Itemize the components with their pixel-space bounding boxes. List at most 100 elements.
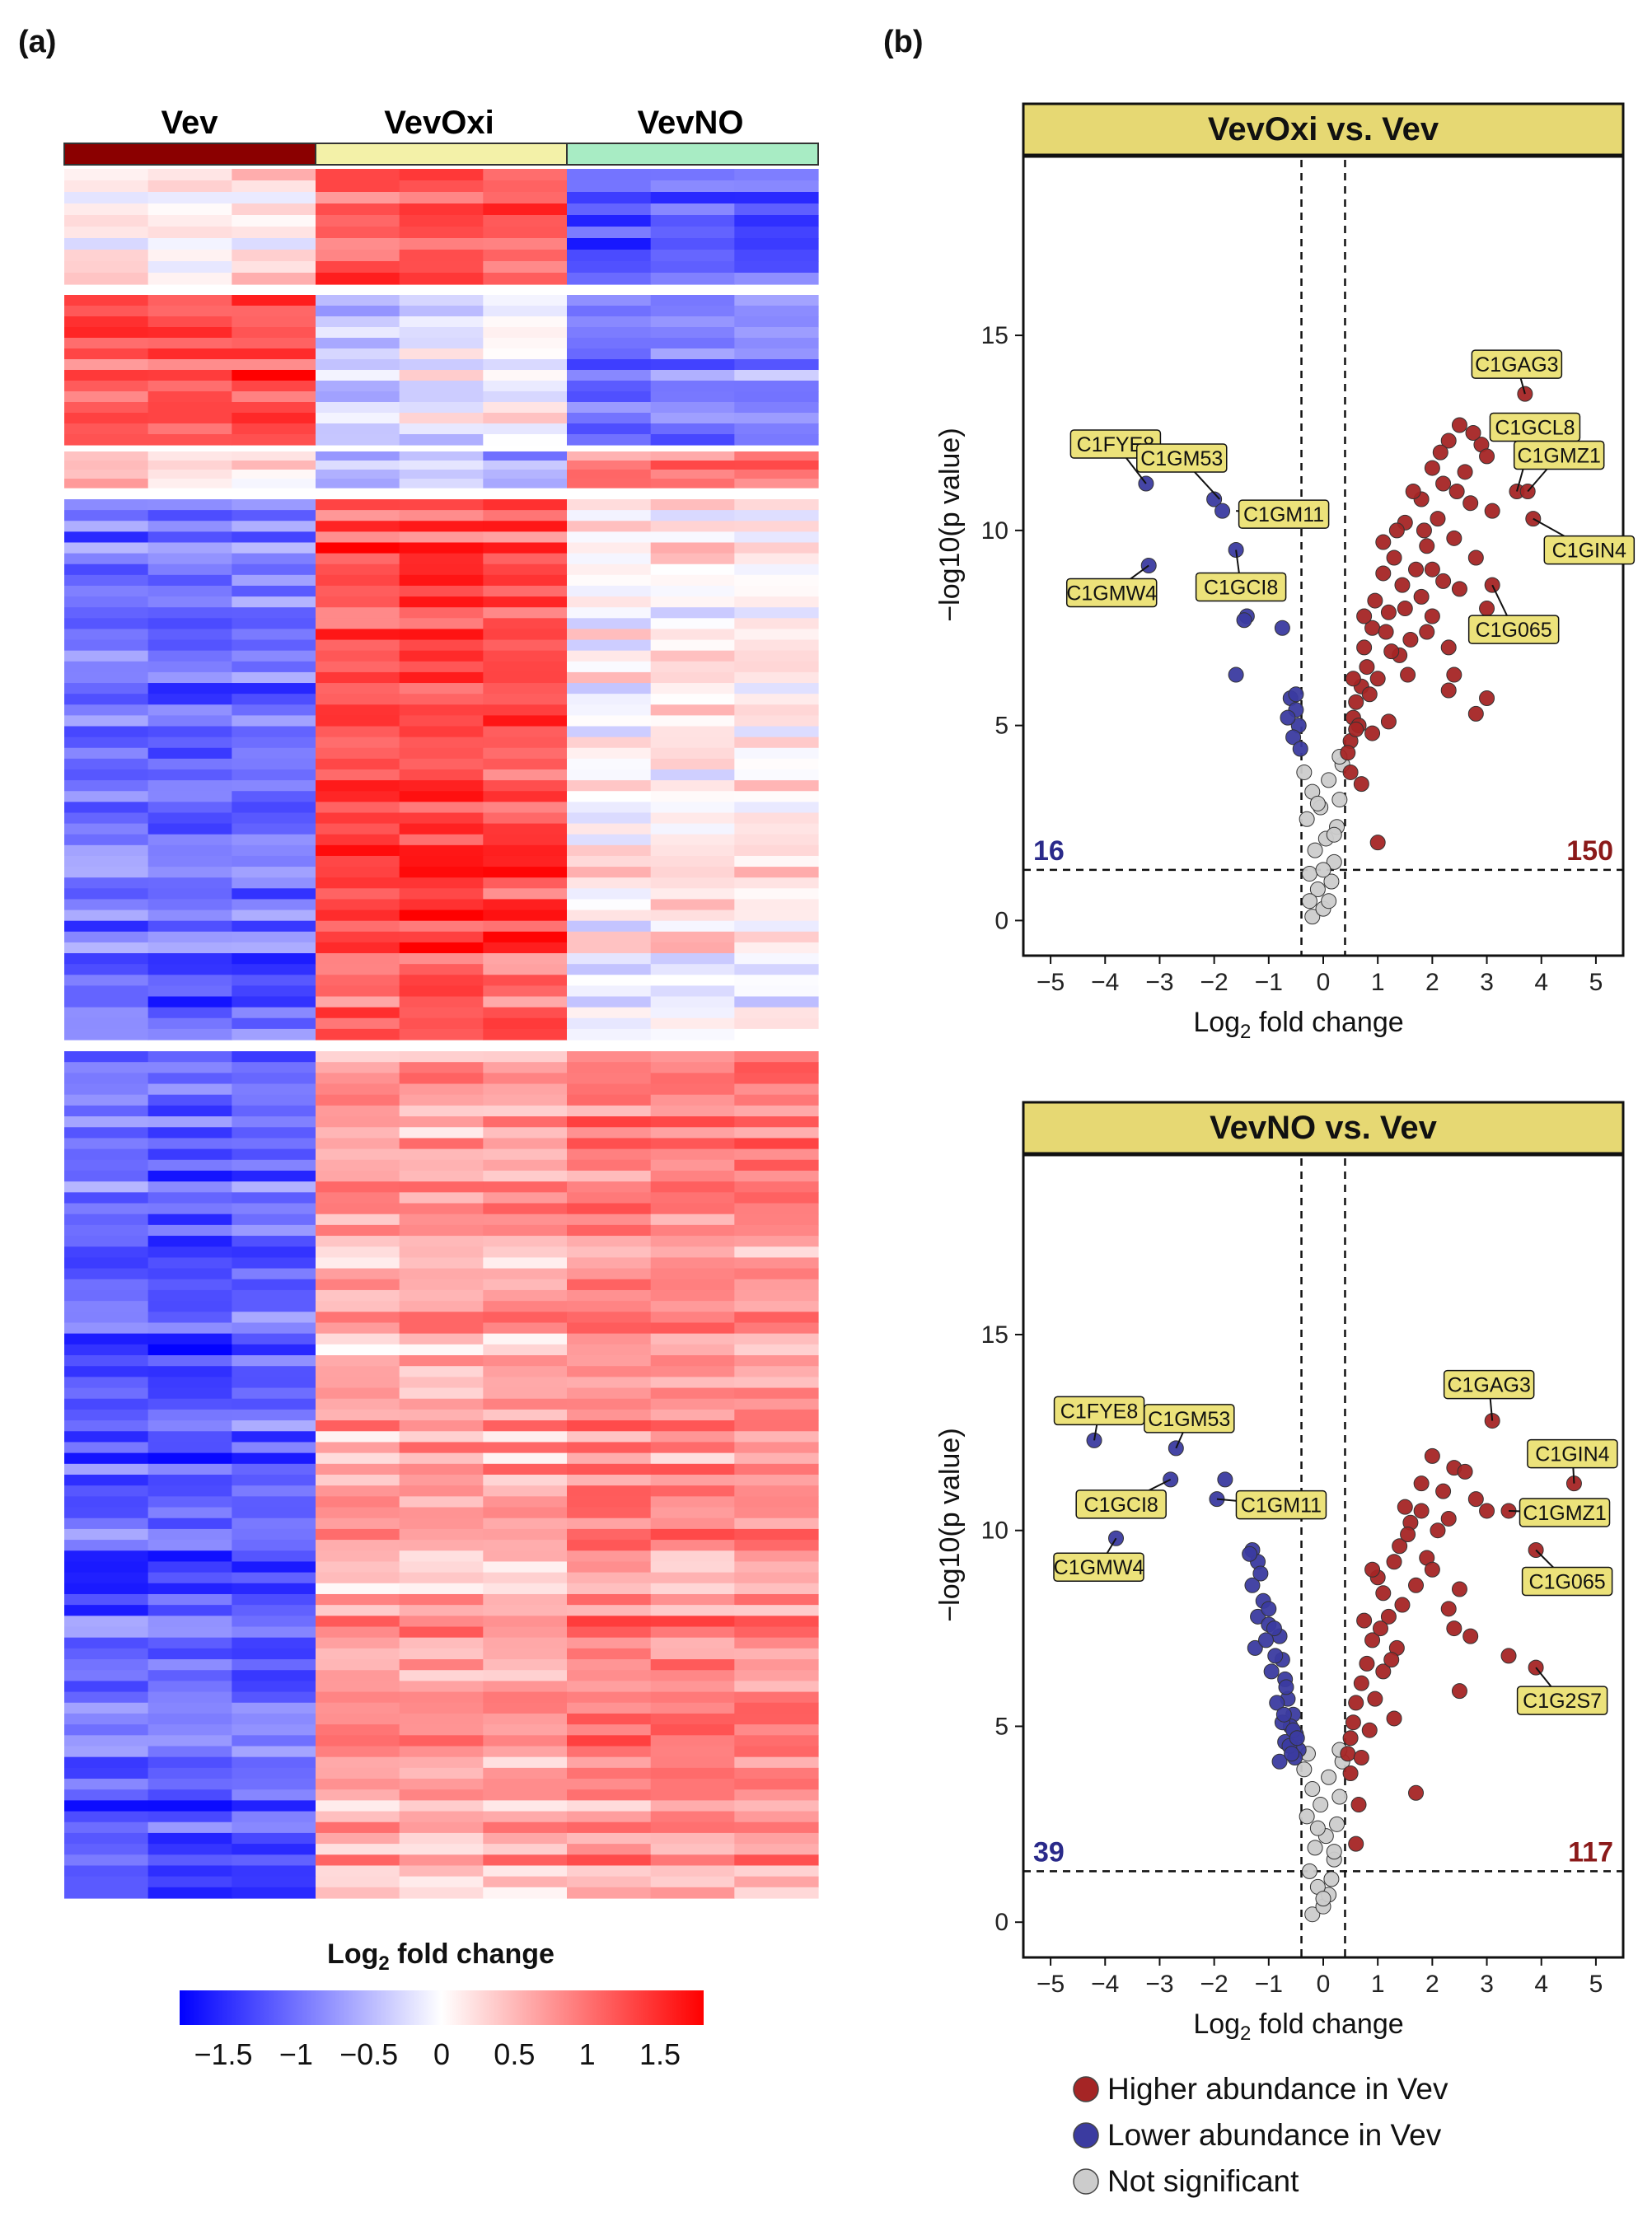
heatmap-cell (483, 1181, 568, 1193)
heatmap-cell (399, 461, 484, 470)
heatmap-cell (64, 1094, 149, 1106)
heatmap-cell (316, 1236, 400, 1247)
heatmap-cell (567, 769, 652, 781)
heatmap-cell (734, 661, 819, 673)
heatmap-cell (64, 1659, 149, 1671)
point-higher (1479, 448, 1495, 465)
x-tick-label: 1 (1371, 1971, 1385, 1998)
heatmap-cell (316, 470, 400, 479)
point-higher (1509, 484, 1525, 499)
heatmap-cell (650, 1224, 735, 1237)
heatmap-cell (316, 1214, 400, 1226)
heatmap-cell (232, 1355, 316, 1367)
heatmap-cell (316, 434, 400, 446)
callout-box (1144, 1404, 1235, 1433)
heatmap-cell (399, 910, 484, 922)
heatmap-cell (147, 1442, 232, 1454)
point-higher (1424, 561, 1440, 578)
heatmap-cell (316, 1127, 400, 1139)
heatmap-cell (64, 1691, 149, 1704)
heatmap-cell (399, 1181, 484, 1193)
heatmap-cell (483, 769, 568, 781)
heatmap-cell (483, 1648, 568, 1660)
heatmap-cell (147, 553, 232, 565)
heatmap-cell (483, 542, 568, 554)
heatmap-cell (483, 1431, 568, 1443)
point-higher (1440, 1601, 1457, 1617)
heatmap-cell (399, 1431, 484, 1443)
heatmap-cell (734, 996, 819, 1008)
heatmap-cell (316, 1463, 400, 1475)
point-higher (1367, 592, 1383, 609)
heatmap-cell (650, 1528, 735, 1541)
heatmap-cell (147, 1475, 232, 1486)
point-not-significant (1331, 1789, 1348, 1805)
heatmap-cell (567, 1083, 652, 1096)
x-tick-label: −5 (1037, 1971, 1065, 1998)
heatmap-cell (316, 1681, 400, 1693)
heatmap-cell (650, 499, 735, 511)
heatmap-cell (232, 1724, 316, 1736)
heatmap-cell (567, 1681, 652, 1693)
heatmap-cell (399, 1105, 484, 1117)
heatmap-cell (232, 1138, 316, 1150)
heatmap-cell (232, 1767, 316, 1779)
point-higher (1484, 1413, 1500, 1429)
heatmap-cell (483, 1322, 568, 1335)
facet-strip (1022, 102, 1625, 157)
heatmap-cell (483, 964, 568, 975)
heatmap-cell (316, 910, 400, 922)
group-bar-vevoxi (315, 143, 568, 166)
heatmap-cell (734, 227, 819, 239)
heatmap-cell (147, 1605, 232, 1616)
heatmap-cell (734, 650, 819, 662)
heatmap-cell (650, 1735, 735, 1747)
heatmap-cell (232, 370, 316, 381)
heatmap-cell (734, 1246, 819, 1259)
heatmap-cell (64, 855, 149, 867)
heatmap-cell (316, 402, 400, 414)
heatmap-cell (232, 1387, 316, 1400)
callout-label: C1GM11 (1243, 503, 1324, 526)
heatmap-cell (650, 1702, 735, 1714)
heatmap-cell (147, 1550, 232, 1563)
heatmap-cell (316, 964, 400, 975)
heatmap-cell (64, 215, 149, 227)
heatmap-cell (483, 1518, 568, 1530)
heatmap-cell (147, 1355, 232, 1367)
point-higher (1565, 1475, 1582, 1492)
point-higher (1375, 565, 1392, 582)
heatmap-cell (232, 215, 316, 227)
point-higher (1375, 534, 1392, 550)
callout-line (1571, 1453, 1575, 1484)
heatmap-cell (399, 1713, 484, 1725)
heatmap-cell (316, 985, 400, 998)
colorbar-tick-label: −1.5 (194, 2037, 252, 2071)
callout-line (1508, 1509, 1565, 1513)
point-lower (1261, 1616, 1277, 1633)
heatmap-cell (316, 1713, 400, 1725)
heatmap-cell (316, 1398, 400, 1410)
heatmap-cell (734, 1691, 819, 1704)
heatmap-cell (232, 737, 316, 749)
heatmap-cell (483, 553, 568, 565)
heatmap-cell (399, 306, 484, 317)
heatmap-cell (734, 747, 819, 760)
heatmap-cell (650, 1442, 735, 1454)
heatmap-cell (147, 1170, 232, 1182)
heatmap-cell (734, 1767, 819, 1779)
heatmap-cell (399, 694, 484, 705)
heatmap-cell (483, 1138, 568, 1150)
point-not-significant (1326, 1851, 1342, 1868)
heatmap-cell (483, 1028, 568, 1041)
heatmap-cell (734, 769, 819, 781)
point-not-significant (1321, 1769, 1337, 1785)
heatmap-cell (316, 704, 400, 716)
point-higher (1392, 1538, 1408, 1555)
heatmap-cell (650, 1507, 735, 1519)
heatmap-cell (147, 1105, 232, 1117)
heatmap-cell (483, 1159, 568, 1171)
heatmap-cell (232, 1561, 316, 1574)
heatmap-cell (483, 985, 568, 998)
heatmap-cell (483, 1713, 568, 1725)
